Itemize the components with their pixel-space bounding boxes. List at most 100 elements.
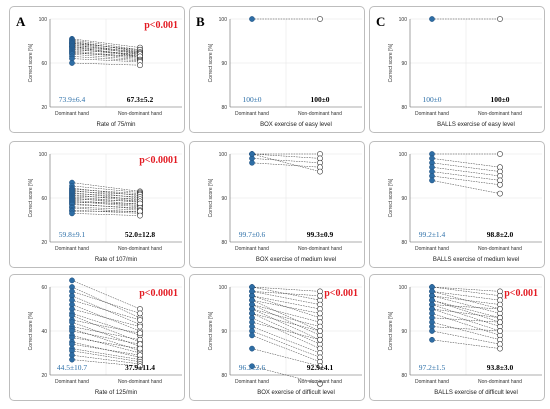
y-axis-label: Correct score [%]	[208, 311, 214, 350]
chart-title: BOX exercise of difficult level	[257, 390, 335, 396]
y-tick-label: 80	[221, 240, 227, 246]
y-tick-label: 60	[41, 196, 47, 202]
pair-line	[71, 193, 141, 198]
x-category-label: Dominant hand	[235, 379, 269, 385]
pair-line	[431, 313, 501, 336]
y-tick-label: 80	[401, 105, 407, 111]
pair-line	[431, 326, 501, 332]
pair-line	[431, 299, 501, 323]
y-tick-label: 100	[399, 285, 408, 291]
pair-line	[251, 317, 321, 349]
non-dominant-point	[137, 345, 143, 352]
chart-title: BALLS exercise of medium level	[433, 257, 519, 263]
pair-line	[431, 162, 501, 172]
pair-line	[71, 42, 141, 51]
pair-line	[431, 171, 501, 181]
non-dominant-point	[137, 323, 143, 330]
pair-line	[71, 62, 141, 66]
panel-letter: C	[376, 14, 385, 29]
chart-panel: 80 90 100 Correct score [%] 99.2±1.4 98.8±2.0…	[369, 141, 545, 268]
non-dominant-point	[497, 319, 503, 326]
x-category-label: Non-dominant hand	[298, 379, 342, 385]
dominant-point	[429, 16, 435, 22]
pair-line	[431, 321, 501, 341]
non-dominant-stat-label: 100±0	[310, 95, 329, 104]
dominant-stat-label: 99.7±0.6	[239, 230, 266, 239]
dominant-stat-label: 73.9±6.4	[59, 95, 86, 104]
pair-line	[251, 299, 321, 332]
pair-line	[71, 190, 141, 199]
chart-panel: 80 90 100 Correct score [%] 100±0 100±0 Domina…	[369, 6, 545, 133]
chart-svg: 20 60 100 Correct score [%] 73.9±6.4 67.3±5.2…	[16, 14, 182, 128]
y-tick-label: 60	[41, 285, 47, 291]
pair-line	[71, 188, 141, 194]
chart-title: Rate of 75/min	[96, 122, 135, 128]
pair-line	[71, 330, 141, 345]
dominant-stat-label: 97.2±1.5	[419, 363, 446, 372]
pair-line	[251, 313, 321, 332]
non-dominant-point	[497, 181, 503, 188]
non-dominant-point	[137, 212, 143, 219]
chart-title: BOX exercise of medium level	[256, 257, 336, 263]
pair-line	[251, 153, 321, 159]
pair-line	[251, 153, 321, 172]
pair-line	[71, 196, 141, 203]
pair-line	[431, 339, 501, 349]
non-dominant-point	[317, 292, 323, 299]
pair-line	[251, 308, 321, 341]
pair-line	[251, 158, 321, 164]
pair-line	[71, 319, 141, 334]
chart-panel: 20 40 60 Correct score [%] 44.5±10.7 37.9±11.…	[9, 274, 185, 401]
pair-line	[431, 330, 501, 345]
x-category-label: Dominant hand	[415, 379, 449, 385]
non-dominant-point	[137, 317, 143, 323]
pair-line	[251, 162, 321, 168]
y-tick-label: 80	[401, 373, 407, 379]
chart-panel: 20 60 100 Correct score [%] 59.8±9.1 52.0±12.…	[9, 141, 185, 268]
pair-line	[431, 308, 501, 332]
pair-line	[71, 202, 141, 204]
chart-title: Rate of 125/min	[95, 390, 137, 396]
chart-svg: 80 90 100 Correct score [%] 100±0 100±0 Domina…	[196, 14, 362, 128]
y-axis-label: Correct score [%]	[28, 311, 34, 350]
pair-line	[71, 195, 141, 200]
chart-title: BALLS exercise of easy level	[437, 122, 515, 128]
pair-line	[71, 209, 141, 214]
x-category-label: Non-dominant hand	[118, 111, 162, 117]
chart-panel: 20 60 100 Correct score [%] 73.9±6.4 67.3±5.2…	[9, 6, 185, 133]
y-tick-label: 90	[221, 61, 227, 67]
pair-line	[251, 295, 321, 319]
chart-svg: 20 40 60 Correct score [%] 44.5±10.7 37.9±11.…	[28, 277, 182, 396]
dominant-point	[69, 356, 75, 363]
chart-panel: 80 90 100 Correct score [%] 100±0 100±0 Domina…	[189, 6, 365, 133]
pair-line	[431, 158, 501, 168]
pair-line	[71, 295, 141, 325]
y-tick-label: 100	[399, 152, 408, 158]
y-tick-label: 80	[401, 240, 407, 246]
non-dominant-point	[317, 328, 323, 334]
x-category-label: Dominant hand	[55, 111, 89, 117]
pair-line	[71, 58, 141, 63]
dominant-point	[429, 336, 435, 343]
pair-line	[431, 304, 501, 327]
y-tick-label: 20	[41, 373, 47, 379]
pair-line	[71, 192, 141, 201]
non-dominant-point	[137, 62, 143, 69]
pair-line	[251, 326, 321, 354]
non-dominant-point	[497, 151, 503, 157]
y-tick-label: 90	[401, 61, 407, 67]
non-dominant-point	[497, 328, 503, 334]
pair-line	[251, 348, 321, 367]
pair-line	[71, 42, 141, 54]
pair-line	[71, 56, 141, 62]
y-tick-label: 90	[221, 196, 227, 202]
non-dominant-stat-label: 93.8±3.0	[487, 363, 514, 372]
pair-line	[71, 44, 141, 55]
non-dominant-stat-label: 100±0	[490, 95, 509, 104]
non-dominant-point	[497, 16, 503, 22]
chart-panel: 80 90 100 Correct score [%] 99.7±0.6 99.3±0.9…	[189, 141, 365, 268]
pair-line	[431, 180, 501, 194]
pair-line	[71, 45, 141, 53]
p-value-label: p<0.0001	[139, 288, 178, 299]
non-dominant-point	[137, 310, 143, 317]
